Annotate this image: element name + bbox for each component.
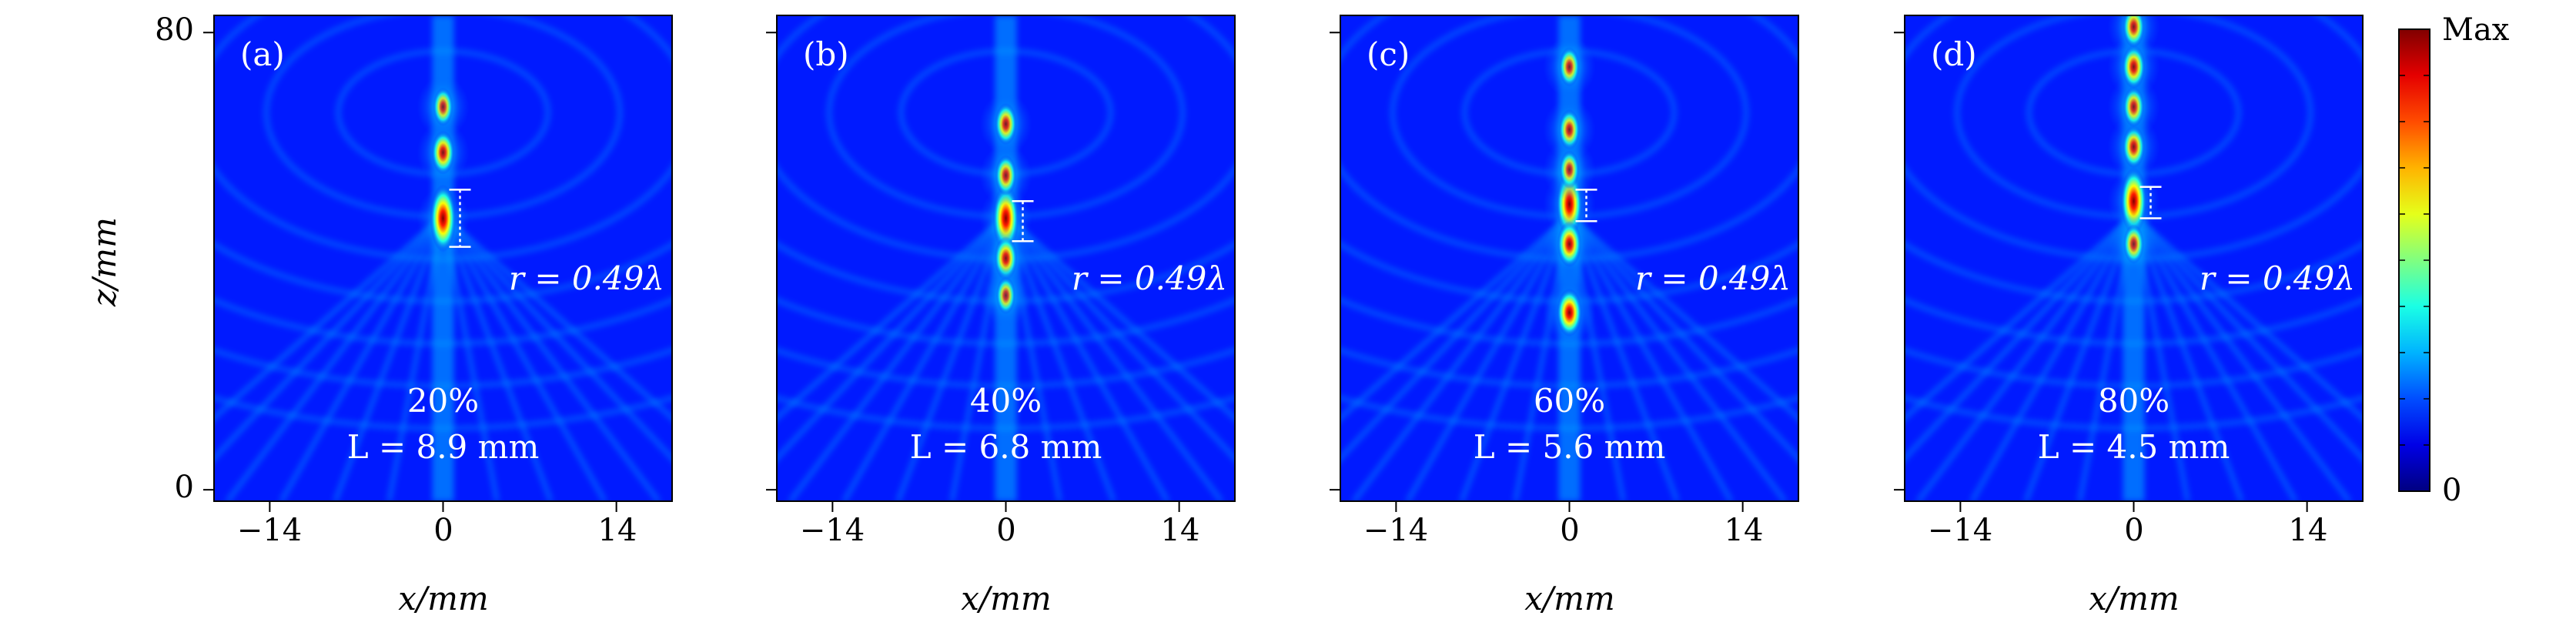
- x-tick-label: 0: [996, 513, 1015, 548]
- percent-label: 40%: [970, 382, 1042, 420]
- colorbar-max-label: Max: [2442, 12, 2510, 48]
- field-fan-line: [214, 213, 445, 421]
- x-tick-label: 0: [2124, 513, 2143, 548]
- length-label: L = 4.5 mm: [2038, 428, 2230, 466]
- field-fan-line: [1567, 214, 1787, 501]
- field-fan-line: [1340, 213, 1571, 462]
- radius-label: r = 0.49λ: [509, 259, 664, 297]
- field-fan-line: [1905, 213, 2136, 462]
- panel-label: (a): [240, 35, 285, 73]
- field-fan-line: [1905, 213, 2136, 421]
- x-axis-label-d: x/mm: [2089, 580, 2180, 617]
- field-fan-line: [1003, 214, 1170, 501]
- heatmap-field: [1340, 15, 1798, 501]
- x-axis-label-c: x/mm: [1524, 580, 1615, 617]
- field-fan-line: [1405, 214, 1572, 501]
- panel-label: (b): [803, 35, 849, 73]
- hotspot: [2123, 224, 2144, 264]
- hotspot: [995, 155, 1017, 196]
- x-tick-label: −14: [800, 513, 865, 548]
- length-label: L = 8.9 mm: [347, 428, 540, 466]
- field-fan-line: [1916, 214, 2136, 501]
- x-tick-label: 0: [433, 513, 453, 548]
- field-fan-line: [788, 214, 1008, 501]
- field-fan-line: [1567, 213, 1798, 462]
- hotspot: [433, 87, 453, 126]
- field-fan-line: [441, 214, 661, 501]
- field-fan-line: [2132, 213, 2363, 421]
- hotspot: [995, 102, 1017, 146]
- x-tick-labels-a: −14 0 14: [237, 513, 637, 548]
- x-tick-label: −14: [1928, 513, 1992, 548]
- field-fan-line: [1567, 213, 1798, 421]
- panel-b: (b) r = 0.49λ 40% L = 6.8 mm: [766, 15, 1236, 512]
- x-tick-labels-b: −14 0 14: [800, 513, 1200, 548]
- x-tick-label: 14: [2289, 513, 2328, 548]
- field-fan-line: [1004, 213, 1235, 462]
- field-fan-line: [440, 214, 554, 501]
- heatmap-field: [214, 15, 672, 501]
- field-fan-line: [777, 213, 1008, 462]
- hotspot: [1559, 150, 1580, 189]
- y-axis-label: z/mm: [85, 217, 123, 307]
- x-tick-label: 14: [1725, 513, 1764, 548]
- field-fan-line: [441, 213, 672, 421]
- panel-d: (d) r = 0.49λ 80% L = 4.5 mm: [1894, 15, 2364, 512]
- field-fan-line: [1004, 214, 1223, 501]
- hotspot: [1559, 47, 1580, 87]
- field-fan-line: [214, 213, 445, 462]
- percent-label: 80%: [2098, 382, 2170, 420]
- field-fan-line: [1004, 213, 1235, 421]
- field-fan-line: [1340, 213, 1571, 421]
- hotspot: [2123, 15, 2145, 48]
- x-axis-label-b: x/mm: [961, 580, 1052, 617]
- panel-label: (c): [1367, 35, 1410, 73]
- hotspot: [995, 276, 1016, 315]
- radius-label: r = 0.49λ: [1635, 259, 1791, 297]
- hotspot: [1557, 221, 1582, 267]
- panel-c: (c) r = 0.49λ 60% L = 5.6 mm: [1330, 15, 1799, 512]
- field-fan-line: [841, 214, 1009, 501]
- panel-a: (a) r = 0.49λ 20% L = 8.9 mm: [203, 15, 673, 512]
- y-tick-label-80: 80: [155, 12, 194, 48]
- x-tick-labels-c: −14 0 14: [1363, 513, 1764, 548]
- field-fan-line: [441, 213, 672, 462]
- panel-label: (d): [1931, 35, 1977, 73]
- field-fan-line: [2132, 214, 2351, 501]
- field-fan-line: [777, 213, 1008, 421]
- field-fan-line: [2132, 213, 2363, 462]
- field-fan-line: [1352, 214, 1571, 501]
- field-fan-line: [1969, 214, 2136, 501]
- colorbar: Max 0: [2398, 12, 2510, 508]
- percent-label: 20%: [407, 382, 479, 420]
- hotspot: [1556, 288, 1583, 337]
- x-tick-labels-d: −14 0 14: [1928, 513, 2328, 548]
- x-tick-label: −14: [1363, 513, 1428, 548]
- x-tick-label: 14: [1161, 513, 1200, 548]
- x-tick-label: 14: [598, 513, 637, 548]
- field-fan-line: [440, 214, 607, 501]
- heatmap-field: [777, 15, 1235, 501]
- hotspot: [431, 130, 455, 175]
- colorbar-ticks: [2399, 75, 2430, 446]
- field-fan-line: [1567, 214, 1734, 501]
- colorbar-min-label: 0: [2442, 473, 2461, 508]
- field-fan-line: [279, 214, 446, 501]
- radius-label: r = 0.49λ: [2200, 259, 2355, 297]
- radius-label: r = 0.49λ: [1072, 259, 1227, 297]
- length-label: L = 6.8 mm: [910, 428, 1102, 466]
- x-axis-label-a: x/mm: [398, 580, 489, 617]
- field-fan-line: [333, 214, 446, 501]
- percent-label: 60%: [1534, 382, 1605, 420]
- x-tick-label: 0: [1560, 513, 1579, 548]
- field-fan-line: [2131, 214, 2298, 501]
- y-tick-label-0: 0: [175, 470, 194, 505]
- x-tick-label: −14: [237, 513, 302, 548]
- field-fan-line: [226, 214, 445, 501]
- length-label: L = 5.6 mm: [1474, 428, 1666, 466]
- hotspot: [430, 184, 457, 253]
